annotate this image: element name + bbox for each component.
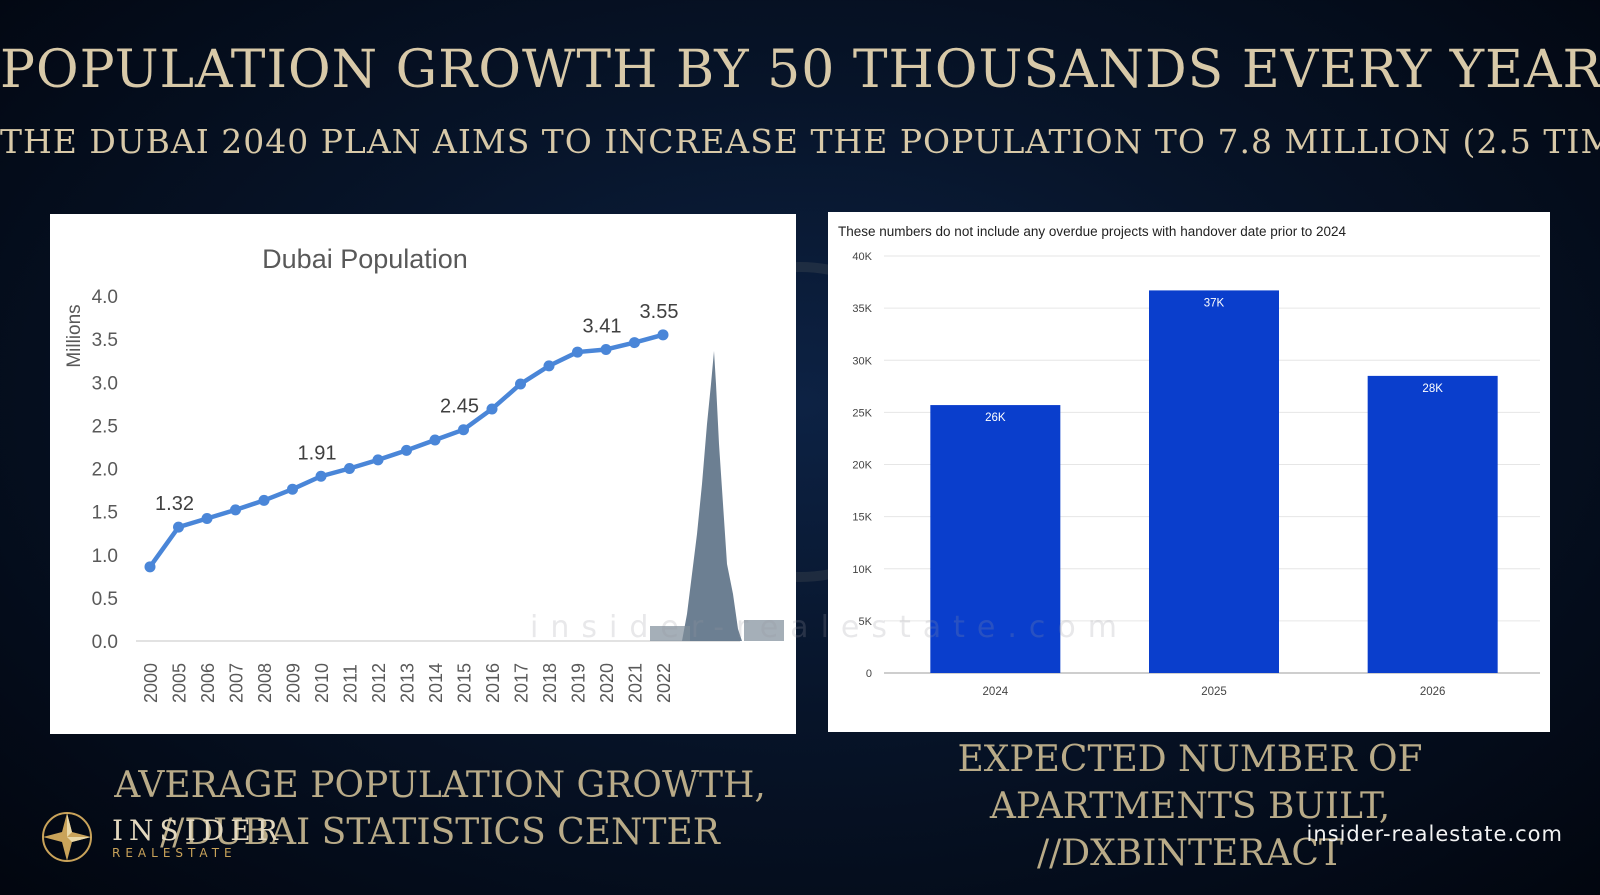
data-label: 1.91: [298, 442, 337, 464]
population-point: [173, 521, 184, 533]
star-compass-icon: [42, 812, 92, 862]
population-point: [372, 454, 384, 466]
y-tick-label: 2.0: [92, 460, 118, 481]
population-point: [344, 463, 355, 474]
x-tick-label: 2021: [626, 663, 646, 703]
x-tick-label: 2000: [141, 663, 161, 703]
x-tick-label: 2010: [312, 663, 332, 703]
data-label: 3.55: [640, 301, 679, 323]
population-point: [144, 561, 156, 573]
y-tick-label: 0.0: [92, 632, 118, 653]
city-skyline: [744, 620, 784, 641]
population-chart-panel: Dubai Population Millions 0.0 0.5 1.0 1.5 2.0 2…: [50, 214, 796, 734]
x-tick-label: 2016: [483, 663, 503, 703]
apartments-caption: Expected number of apartments built, //d…: [957, 739, 1423, 874]
population-point: [401, 444, 412, 456]
x-tick-label: 2015: [455, 663, 475, 703]
y-tick-label: 15K: [852, 512, 872, 524]
population-point: [315, 470, 327, 482]
population-point: [287, 483, 298, 495]
city-skyline: [650, 626, 690, 641]
x-tick-label: 2013: [398, 663, 418, 703]
x-tick-label: 2011: [341, 664, 361, 703]
company-logo[interactable]: INSIDER REALESTATE: [40, 808, 300, 868]
population-point: [543, 360, 555, 372]
y-tick-label: 1.5: [92, 503, 118, 524]
chart-title: Dubai Population: [262, 244, 468, 274]
logo-subtitle: REALESTATE: [112, 846, 237, 860]
population-point: [515, 378, 526, 390]
population-point: [230, 504, 241, 516]
population-point: [600, 343, 612, 355]
y-tick-label: 3.0: [92, 373, 118, 394]
x-tick-label: 2012: [369, 663, 389, 703]
slide-title: Population growth by 50 thousands every …: [0, 40, 1600, 100]
data-label: 2.45: [440, 396, 479, 418]
population-point: [201, 513, 213, 525]
y-tick-label: 40K: [852, 251, 872, 263]
x-tick-label: 2006: [198, 663, 218, 703]
x-tick-label: 2026: [1420, 686, 1446, 698]
x-tick-label: 2009: [284, 663, 304, 703]
y-tick-label: 1.0: [92, 546, 118, 567]
x-tick-label: 2017: [512, 663, 532, 703]
y-tick-label: 5K: [859, 616, 873, 628]
population-point: [657, 329, 669, 341]
population-point: [458, 424, 469, 436]
data-label: 1.32: [155, 493, 194, 515]
bar-2025: [1149, 290, 1279, 673]
x-tick-label: 2022: [654, 663, 674, 703]
population-point: [572, 346, 583, 358]
y-tick-label: 25K: [852, 407, 872, 419]
tower-image: [682, 351, 742, 641]
population-caption: Average population growth, //Dubai Stati…: [114, 765, 766, 853]
y-tick-label: 2.5: [92, 416, 118, 437]
x-tick-label: 2005: [170, 663, 190, 703]
y-tick-label: 10K: [852, 564, 872, 576]
bar-value-label: 26K: [985, 412, 1006, 424]
y-tick-label: 35K: [852, 303, 872, 315]
y-tick-label: 3.5: [92, 330, 118, 351]
y-tick-label: 20K: [852, 460, 872, 472]
bar-2024: [930, 405, 1061, 673]
population-point: [486, 403, 498, 415]
x-tick-label: 2008: [255, 663, 275, 703]
x-tick-label: 2018: [540, 663, 560, 703]
apartments-bar-chart: These numbers do not include any overdue…: [838, 224, 1540, 698]
chart-note: These numbers do not include any overdue…: [838, 224, 1347, 239]
population-point: [429, 434, 441, 446]
data-label: 3.41: [583, 315, 622, 337]
x-tick-label: 2014: [426, 663, 446, 703]
slide-subtitle: The Dubai 2040 Plan aims to increase the…: [0, 122, 1600, 161]
logo-name: INSIDER: [112, 814, 284, 847]
x-tick-label: 2019: [569, 663, 589, 703]
x-tick-label: 2025: [1201, 686, 1227, 698]
apartments-chart-panel: These numbers do not include any overdue…: [828, 212, 1550, 732]
bar-value-label: 37K: [1204, 297, 1225, 309]
population-point: [629, 337, 640, 349]
x-tick-label: 2020: [597, 663, 617, 703]
bar-value-label: 28K: [1422, 383, 1443, 395]
x-tick-label: 2007: [227, 663, 247, 703]
bar-2026: [1367, 375, 1498, 673]
y-axis-label: Millions: [64, 304, 85, 367]
site-url-link[interactable]: insider-realestate.com: [1306, 822, 1563, 846]
x-tick-label: 2024: [983, 686, 1009, 698]
y-tick-label: 30K: [852, 355, 872, 367]
y-tick-label: 0.5: [92, 589, 118, 610]
site-watermark: insider-realestate.com: [530, 610, 1129, 645]
y-tick-label: 0: [866, 668, 872, 680]
population-point: [258, 494, 270, 506]
y-tick-label: 4.0: [92, 287, 118, 308]
population-line-chart: Dubai Population Millions 0.0 0.5 1.0 1.5 2.0 2…: [64, 244, 784, 703]
